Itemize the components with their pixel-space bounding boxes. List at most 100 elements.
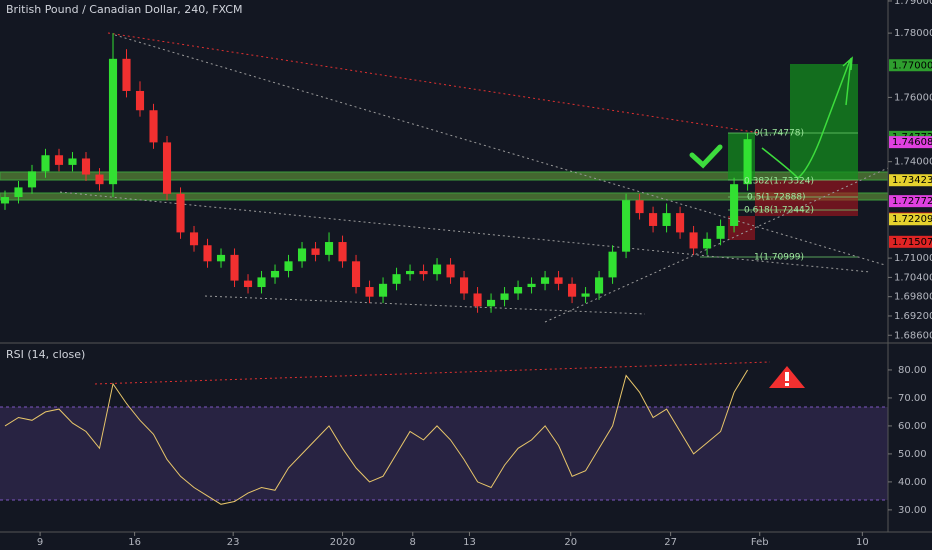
y-tick-label: 1.76000 [894, 92, 932, 103]
candle-body [473, 293, 482, 307]
rsi-trend-line [94, 361, 771, 385]
candle-body [662, 213, 671, 226]
fib-label: 1(1.70999) [754, 253, 804, 263]
price-label-bg [889, 235, 932, 248]
candle-body [689, 232, 698, 249]
candle-body [392, 274, 401, 284]
candle-body [703, 238, 712, 249]
price-label-bg [889, 136, 932, 149]
y-tick-label: 1.68600 [894, 330, 932, 341]
x-tick-label: 27 [664, 537, 677, 548]
candle-body [189, 232, 199, 246]
y-tick-label: 1.69800 [894, 292, 932, 303]
price-label-bg [889, 195, 932, 208]
candle-body [122, 58, 131, 91]
x-tick-label: Feb [751, 537, 769, 548]
fib-label: 0.5(1.72888) [747, 193, 806, 203]
candle-body [230, 254, 239, 281]
candle-body [743, 139, 752, 185]
rsi-line [4, 369, 749, 505]
x-tick-label: 20 [564, 537, 577, 548]
candle-body [284, 261, 293, 271]
candle-body [338, 242, 347, 262]
x-tick-label: 8 [410, 537, 416, 548]
price-label: 1.71507 [892, 237, 932, 248]
y-tick-label: 60.00 [898, 421, 927, 432]
y-tick-label: 30.00 [898, 505, 927, 516]
candle-body [405, 270, 415, 275]
candle-body [676, 213, 685, 233]
x-tick-label: 2020 [330, 537, 355, 548]
target-box [790, 64, 858, 180]
rsi-title: RSI (14, close) [6, 348, 85, 361]
candle-body [135, 90, 145, 111]
y-tick-label: 50.00 [898, 449, 927, 460]
fib-label: 0.382(1.73324) [744, 177, 814, 187]
check-mark [689, 144, 723, 169]
candle-body [297, 248, 307, 262]
candle-body [162, 142, 172, 194]
y-tick-label: 70.00 [898, 393, 927, 404]
price-label: 1.77000 [892, 60, 932, 71]
fib-label: 0.618(1.72442) [744, 206, 814, 216]
x-tick-label: 16 [128, 537, 141, 548]
candle-body [149, 110, 158, 143]
candle-body [554, 277, 563, 284]
candle-body [216, 254, 226, 262]
candle-body [41, 155, 50, 172]
candle-body [108, 58, 118, 185]
candle-body [419, 270, 428, 275]
candle-body [203, 245, 212, 262]
price-label: 1.73423 [892, 175, 932, 186]
fib-lines [700, 132, 858, 258]
candle-body [365, 287, 374, 297]
price-label-bg [889, 213, 932, 226]
x-tick-label: 10 [856, 537, 869, 548]
candle-body [27, 171, 37, 188]
candle-body [243, 280, 253, 288]
x-tick-label: 13 [463, 537, 476, 548]
candle-body [378, 283, 388, 297]
y-tick-label: 40.00 [898, 477, 927, 488]
y-tick-label: 1.74000 [894, 157, 932, 168]
candle-body [487, 299, 496, 307]
chart-title: British Pound / Canadian Dollar, 240, FX… [6, 3, 242, 16]
y-tick-label: 1.79000 [894, 0, 932, 7]
candle-body [527, 283, 536, 288]
y-tick-label: 80.00 [898, 365, 927, 376]
candle-body [54, 155, 64, 165]
candle-body [81, 158, 91, 175]
price-label-bg [889, 174, 932, 187]
rsi-band [0, 407, 888, 500]
candle-body [351, 261, 361, 288]
drawings [0, 0, 932, 533]
forecast-arrow [761, 56, 853, 180]
candle-body [95, 174, 104, 185]
candle-body [176, 193, 185, 233]
candle-body [730, 184, 739, 226]
y-tick-label: 1.78000 [894, 28, 932, 39]
price-label-bg [889, 59, 932, 72]
candle-body [446, 264, 455, 278]
trend-lines [59, 34, 889, 323]
candle-body [595, 277, 604, 294]
candle-body [459, 277, 469, 294]
candle-body [500, 293, 509, 300]
candle-body [581, 293, 590, 297]
candle-body [0, 197, 10, 204]
candle-body [257, 277, 266, 288]
candle-body [716, 225, 725, 239]
warning-icon [785, 383, 789, 386]
candle-body [270, 270, 280, 278]
candle-body [649, 213, 658, 226]
candle-body [68, 158, 77, 165]
warning-icon [785, 372, 789, 381]
candle-body [514, 287, 523, 294]
candle-body [541, 277, 550, 284]
candle-body [568, 283, 577, 297]
candle-body [432, 264, 442, 275]
y-tick-label: 1.70400 [894, 272, 932, 283]
candle-body [311, 248, 320, 255]
y-tick-label: 1.71000 [894, 253, 932, 264]
